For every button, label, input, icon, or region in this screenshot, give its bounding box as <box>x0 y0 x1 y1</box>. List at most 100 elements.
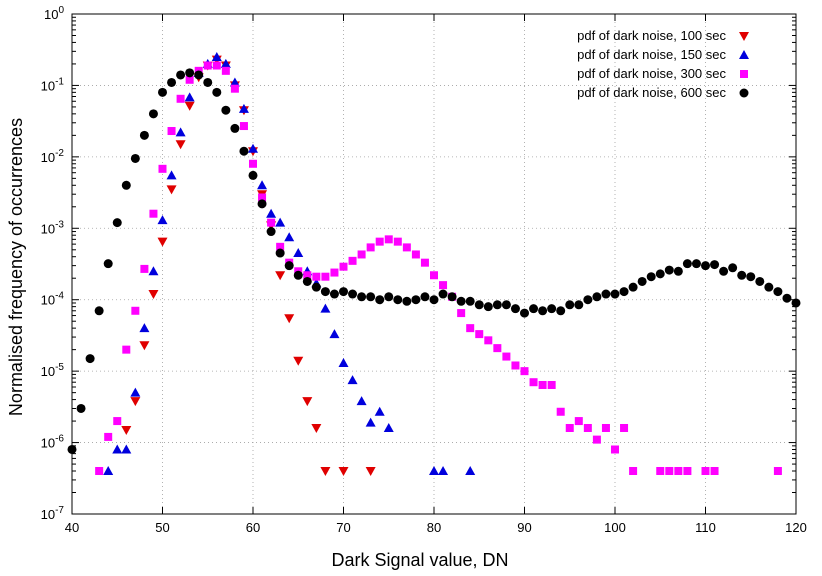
data-point <box>620 423 629 432</box>
data-point <box>502 352 511 361</box>
data-point <box>402 243 411 252</box>
data-point <box>284 314 295 324</box>
data-point <box>257 199 267 209</box>
data-point <box>457 309 466 318</box>
data-point <box>375 295 385 305</box>
data-point <box>312 272 321 281</box>
grid-lines <box>72 14 796 514</box>
data-point <box>104 432 113 441</box>
data-point <box>258 193 267 202</box>
data-point <box>683 466 692 475</box>
data-point <box>95 466 104 475</box>
data-point <box>121 444 132 454</box>
data-point <box>112 218 122 228</box>
data-point <box>76 403 86 413</box>
legend-label: pdf of dark noise, 150 sec <box>577 47 726 62</box>
data-point <box>284 261 294 271</box>
data-point <box>184 92 195 102</box>
data-point <box>176 94 185 103</box>
data-point <box>483 302 493 312</box>
data-point <box>239 122 248 131</box>
data-point <box>275 217 286 227</box>
data-point <box>365 417 376 427</box>
data-point <box>420 292 430 302</box>
data-point <box>655 269 665 279</box>
data-point <box>121 180 131 190</box>
data-point <box>592 435 601 444</box>
data-point <box>293 270 303 280</box>
data-point <box>755 276 765 286</box>
data-point <box>130 397 141 407</box>
data-point <box>139 323 150 333</box>
data-point <box>438 289 448 299</box>
data-point <box>122 345 131 354</box>
data-point <box>293 356 304 366</box>
data-point <box>157 215 168 225</box>
data-point <box>438 465 449 475</box>
data-point <box>782 293 792 303</box>
data-point <box>230 84 239 93</box>
data-point <box>148 109 158 119</box>
y-axis-title: Normalised frequency of occurrences <box>6 118 26 416</box>
y-tick-label: 10-4 <box>41 291 65 308</box>
data-point <box>520 367 529 376</box>
data-point <box>175 127 186 137</box>
data-point <box>185 68 195 78</box>
data-point <box>728 263 738 273</box>
data-point <box>447 292 457 302</box>
data-point <box>393 295 403 305</box>
data-point <box>710 260 720 270</box>
axis-ticks: 40 50 60 70 80 90 100 110 120 10-7 10-6 10-5 10-4 10-… <box>41 5 807 535</box>
data-point <box>302 397 313 407</box>
data-point <box>501 300 511 310</box>
data-point <box>302 276 312 286</box>
data-point <box>529 304 539 314</box>
data-point <box>185 75 194 84</box>
data-point <box>529 378 538 387</box>
series-4 <box>67 68 801 454</box>
x-tick-label: 50 <box>155 520 169 535</box>
data-point <box>330 268 339 277</box>
data-point <box>420 258 429 267</box>
data-point <box>691 259 701 269</box>
data-point <box>664 265 674 275</box>
y-tick-label: 10-3 <box>41 219 65 236</box>
data-point <box>329 289 339 299</box>
data-point <box>592 292 602 302</box>
data-point <box>139 130 149 140</box>
data-point <box>157 237 168 247</box>
data-point <box>637 276 647 286</box>
data-point <box>656 466 665 475</box>
data-point <box>167 127 176 136</box>
x-tick-label: 90 <box>517 520 531 535</box>
data-point <box>249 159 257 168</box>
x-tick-label: 100 <box>604 520 626 535</box>
data-point <box>791 298 801 308</box>
data-point <box>601 423 610 432</box>
y-tick-label: 10-1 <box>41 76 65 93</box>
data-point <box>148 290 159 300</box>
data-point <box>348 256 357 265</box>
data-series <box>67 52 801 476</box>
data-point <box>338 466 349 476</box>
y-tick-label: 10-7 <box>41 505 65 522</box>
data-point <box>402 296 412 306</box>
data-point <box>547 304 557 314</box>
data-point <box>275 248 285 258</box>
data-point <box>492 300 502 310</box>
data-point <box>166 185 177 195</box>
legend: pdf of dark noise, 100 sec pdf of dark no… <box>577 28 749 100</box>
data-point <box>140 264 149 273</box>
data-point <box>475 330 484 339</box>
data-point <box>357 292 367 302</box>
legend-label: pdf of dark noise, 100 sec <box>577 28 726 43</box>
data-point <box>113 417 122 426</box>
data-point <box>212 61 221 70</box>
data-point <box>466 324 475 333</box>
data-point <box>737 270 747 280</box>
data-point <box>583 295 593 305</box>
x-tick-label: 80 <box>427 520 441 535</box>
data-point <box>148 266 159 276</box>
data-point <box>276 242 285 251</box>
data-point <box>357 250 366 259</box>
